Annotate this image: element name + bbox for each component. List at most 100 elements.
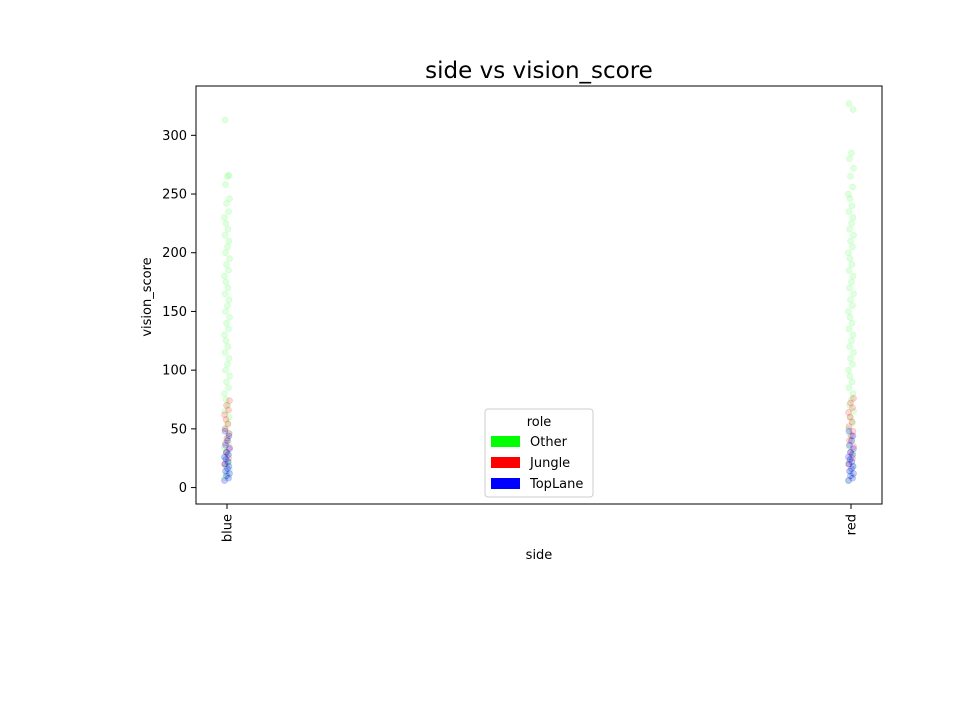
point-jungle-blue	[226, 397, 233, 404]
point-other-blue	[224, 173, 231, 180]
point-other-red	[848, 396, 855, 403]
point-toplane-red	[848, 465, 855, 473]
point-other-blue	[221, 331, 228, 339]
point-other-blue	[222, 366, 229, 374]
point-other-blue	[225, 439, 232, 447]
point-other-blue	[221, 116, 229, 124]
point-toplane-red	[848, 437, 855, 444]
point-other-red	[848, 378, 856, 386]
point-other-red	[845, 208, 853, 215]
point-other-red	[846, 458, 853, 466]
point-other-blue	[224, 243, 231, 251]
point-other-blue	[224, 360, 231, 368]
point-other-blue	[224, 460, 231, 468]
point-other-red	[850, 164, 857, 172]
point-other-red	[847, 296, 854, 303]
point-other-red	[845, 267, 853, 274]
point-other-red	[850, 290, 857, 298]
x-tick-label: red	[845, 514, 860, 535]
point-other-red	[849, 214, 857, 221]
point-toplane-red	[846, 456, 854, 463]
point-toplane-blue	[221, 477, 228, 484]
point-other-blue	[226, 466, 233, 474]
legend-label-jungle: Jungle	[529, 456, 570, 471]
point-other-blue	[221, 454, 229, 462]
point-other-blue	[223, 319, 230, 327]
point-toplane-blue	[225, 474, 232, 482]
point-other-red	[845, 249, 852, 257]
point-toplane-blue	[221, 453, 228, 461]
point-other-blue	[221, 407, 229, 415]
point-other-red	[845, 100, 853, 107]
point-other-red	[847, 173, 854, 180]
point-jungle-blue	[221, 425, 229, 433]
point-other-red	[848, 319, 856, 327]
legend-swatch-toplane	[491, 478, 520, 489]
point-jungle-blue	[225, 430, 233, 437]
point-other-blue	[223, 378, 230, 386]
point-other-red	[849, 183, 856, 191]
point-toplane-blue	[221, 460, 229, 468]
point-other-red	[848, 337, 855, 345]
point-toplane-blue	[222, 441, 229, 449]
point-other-blue	[224, 402, 232, 409]
point-other-blue	[221, 290, 229, 298]
point-other-blue	[221, 231, 229, 239]
point-other-red	[848, 437, 856, 444]
legend-swatch-other	[491, 436, 520, 447]
point-other-blue	[224, 302, 231, 309]
point-toplane-red	[847, 472, 854, 480]
legend-swatch-jungle	[491, 457, 520, 468]
point-other-blue	[225, 458, 233, 466]
point-toplane-red	[845, 453, 852, 461]
point-other-blue	[221, 349, 229, 356]
point-other-blue	[222, 220, 230, 227]
point-other-blue	[225, 171, 233, 179]
point-other-red	[846, 431, 854, 439]
point-other-red	[848, 202, 856, 210]
point-other-blue	[225, 325, 232, 333]
point-other-blue	[222, 249, 229, 257]
point-other-blue	[224, 419, 231, 427]
point-toplane-red	[849, 463, 857, 470]
point-jungle-blue	[222, 439, 229, 447]
point-other-blue	[221, 214, 228, 221]
point-other-blue	[222, 463, 229, 470]
point-jungle-red	[850, 443, 857, 450]
point-jungle-red	[850, 395, 857, 402]
point-other-red	[845, 384, 853, 392]
point-other-blue	[222, 337, 230, 345]
point-toplane-blue	[224, 465, 231, 473]
point-jungle-red	[849, 404, 856, 412]
point-toplane-red	[850, 470, 857, 477]
point-other-red	[848, 278, 855, 286]
point-toplane-red	[848, 458, 856, 466]
point-other-red	[848, 453, 855, 461]
point-other-blue	[226, 430, 233, 437]
point-toplane-red	[847, 449, 854, 456]
legend-label-toplane: TopLane	[529, 477, 583, 492]
point-jungle-red	[845, 460, 852, 468]
legend: role Other Jungle TopLane	[484, 408, 594, 498]
point-toplane-blue	[225, 451, 232, 458]
point-other-red	[846, 343, 853, 350]
point-jungle-red	[845, 409, 852, 416]
point-other-red	[849, 419, 856, 427]
point-other-blue	[222, 181, 229, 188]
point-other-blue	[225, 296, 233, 303]
point-other-blue	[225, 267, 232, 274]
point-other-blue	[224, 451, 232, 458]
point-other-red	[845, 425, 852, 433]
point-other-red	[848, 220, 855, 227]
point-jungle-blue	[225, 406, 232, 414]
point-jungle-red	[845, 423, 853, 430]
point-other-blue	[222, 425, 229, 433]
point-other-red	[846, 314, 854, 321]
legend-label-other: Other	[530, 435, 568, 450]
point-toplane-red	[849, 451, 856, 458]
point-other-blue	[223, 434, 230, 442]
x-axis: blue red	[221, 504, 860, 542]
point-jungle-red	[847, 449, 854, 456]
point-jungle-blue	[221, 411, 228, 419]
point-other-blue	[221, 474, 228, 482]
